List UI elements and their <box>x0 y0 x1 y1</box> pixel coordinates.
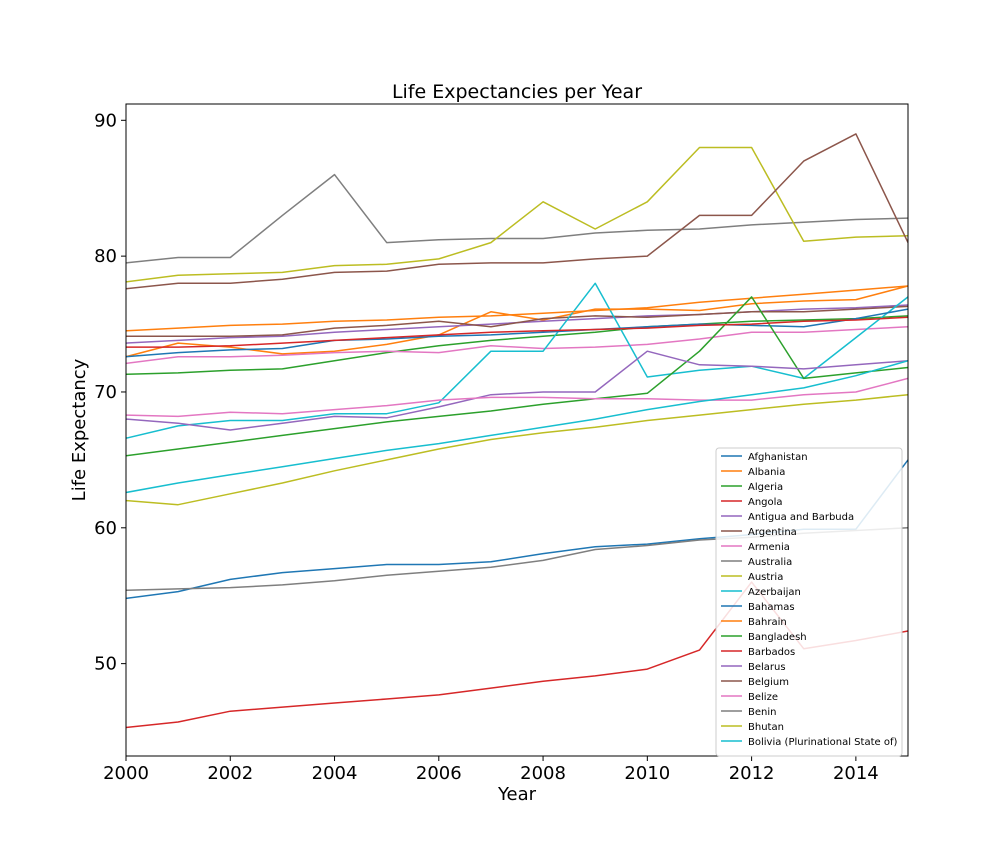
legend-label-7: Armenia <box>748 542 790 553</box>
legend-box <box>715 447 903 757</box>
legend-label-18: Benin <box>748 707 776 718</box>
series-line-5 <box>126 304 908 344</box>
legend-label-4: Angola <box>748 497 783 508</box>
y-tick-label-1: 50 <box>94 654 117 675</box>
legend-label-2: Albania <box>748 467 785 478</box>
series-line-19 <box>126 393 908 506</box>
legend-label-9: Austria <box>748 572 783 583</box>
legend-label-17: Belize <box>748 692 778 703</box>
y-tick-label-5: 90 <box>94 110 117 131</box>
x-tick-label-4: 2006 <box>416 763 462 784</box>
legend-label-12: Bahrain <box>748 617 787 628</box>
legend-label-6: Argentina <box>748 527 797 538</box>
series-line-16 <box>126 133 908 290</box>
legend-label-20: Bolivia (Plurinational State of) <box>748 737 897 748</box>
legend-label-1: Afghanistan <box>748 452 808 463</box>
series-line-17 <box>126 377 908 418</box>
series-line-15 <box>126 350 908 431</box>
series-line-3 <box>126 315 908 376</box>
y-tick-label-3: 70 <box>94 382 117 403</box>
series-line-11 <box>126 308 908 358</box>
legend-label-3: Algeria <box>748 482 783 493</box>
legend-label-14: Barbados <box>748 647 795 658</box>
legend-label-10: Azerbaijan <box>748 587 801 598</box>
x-tick-label-5: 2008 <box>520 763 566 784</box>
legend-label-19: Bhutan <box>748 722 784 733</box>
legend-label-11: Bahamas <box>748 602 795 613</box>
series-line-8 <box>126 173 908 264</box>
x-axis-label: Year <box>497 784 537 805</box>
x-tick-label-1: 2000 <box>103 763 149 784</box>
legend: Afghanistan Albania Algeria Angola Antigua a… <box>715 447 903 757</box>
series-line-9 <box>126 146 908 283</box>
series-line-7 <box>126 326 908 365</box>
y-tick-label-4: 80 <box>94 246 117 267</box>
series-line-20 <box>126 359 908 494</box>
legend-label-8: Australia <box>748 557 792 568</box>
x-tick-label-2: 2002 <box>207 763 253 784</box>
y-tick-label-2: 60 <box>94 518 117 539</box>
series-layer <box>126 133 908 729</box>
legend-label-13: Bangladesh <box>748 632 807 643</box>
legend-label-5: Antigua and Barbuda <box>748 512 854 523</box>
chart-title: Life Expectancies per Year <box>392 81 642 103</box>
x-tick-label-8: 2014 <box>833 763 879 784</box>
x-tick-label-3: 2004 <box>312 763 358 784</box>
x-tick-label-6: 2010 <box>624 763 670 784</box>
series-line-13 <box>126 296 908 457</box>
x-tick-label-7: 2012 <box>729 763 775 784</box>
y-axis-label: Life Expectancy <box>69 358 90 501</box>
series-line-2 <box>126 285 908 358</box>
series-line-6 <box>126 305 908 338</box>
axis-layer: 2000 2002 2004 2006 2008 2010 2012 2014 50 60 70 80… <box>94 110 879 784</box>
legend-label-16: Belgium <box>748 677 789 688</box>
series-line-10 <box>126 282 908 439</box>
legend-label-15: Belarus <box>748 662 786 673</box>
series-line-12 <box>126 285 908 332</box>
plot-frame <box>125 103 909 757</box>
series-line-14 <box>126 316 908 348</box>
